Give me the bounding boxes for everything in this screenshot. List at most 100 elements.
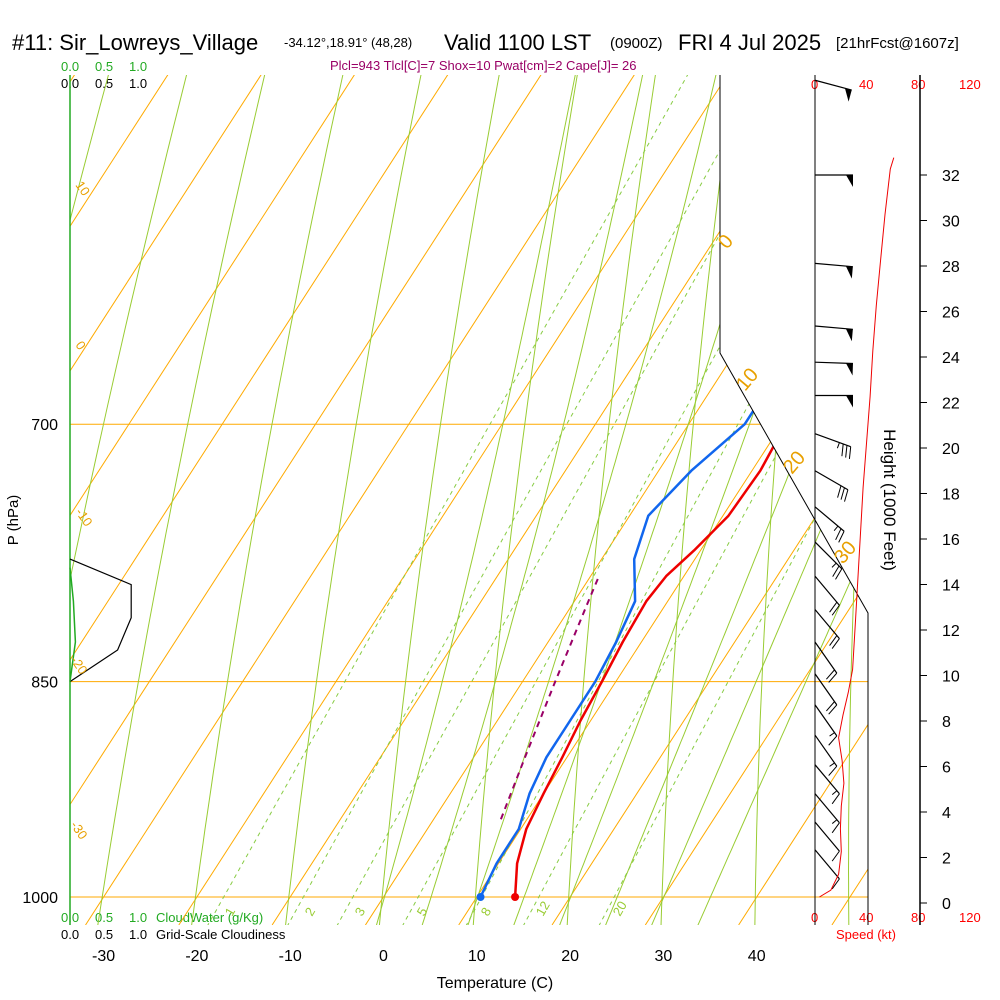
speed-scale-top-1: 40 [859, 77, 873, 92]
isotherm-line [831, 75, 868, 925]
speed-scale-bottom-3: 120 [959, 910, 981, 925]
height-tick-label: 30 [942, 214, 960, 231]
wind-barb-flag [848, 446, 852, 460]
temperature-tick-label: 30 [655, 948, 673, 965]
wind-barb-flag [828, 672, 838, 683]
dry-adiabat [70, 75, 503, 925]
dry-adiabat [186, 75, 627, 925]
wind-barb-flag [829, 601, 838, 613]
wind-barb-staff [814, 433, 851, 448]
cloudiness-scale-bottom-0: 0.0 [61, 927, 79, 942]
dry-adiabat [659, 75, 868, 925]
wind-barb-staff [814, 849, 840, 880]
plot-right-boundary [719, 75, 869, 925]
temperature-tick-label: 20 [561, 948, 579, 965]
wind-barb-staff [814, 704, 838, 737]
wind-barb [814, 575, 840, 616]
moist-adiabat-label: 0 [714, 231, 738, 254]
dry-adiabat [754, 75, 868, 925]
wind-barb-flag [840, 487, 845, 500]
cloudwater-scale-top-1: 0.5 [95, 59, 113, 74]
isotherm-line [458, 75, 868, 925]
wind-barb [814, 361, 853, 376]
height-tick-label: 8 [942, 714, 951, 731]
x-axis-label: Temperature (C) [437, 975, 553, 992]
wind-barb-flag [845, 445, 848, 458]
valid-date: FRI 4 Jul 2025 [678, 30, 821, 55]
wind-barb [814, 641, 838, 683]
wind-barb-staff [814, 673, 838, 706]
temperature-tick-label: -30 [92, 948, 115, 965]
moist-adiabat [544, 75, 868, 925]
mixing-ratio-line [446, 75, 868, 925]
wind-barb-staff [814, 541, 843, 570]
temperature-tick-label: 0 [379, 948, 388, 965]
wind-barb-half-flag [833, 525, 839, 532]
wind-barb-staff [814, 506, 845, 532]
isotherm-line [365, 75, 868, 925]
mixing-ratio-label: 2 [302, 905, 319, 919]
wind-barb-half-flag [829, 762, 835, 767]
wind-barb-staff [814, 793, 840, 824]
wind-barb [814, 433, 852, 460]
wind-barb [814, 764, 840, 805]
cloudwater-scale-top-2: 1.0 [129, 59, 147, 74]
mixing-ratio-line [316, 75, 868, 925]
height-tick-label: 4 [942, 805, 951, 822]
frame-layer [69, 75, 921, 925]
wind-barb-flag [826, 669, 835, 680]
wind-barb-flag [835, 528, 842, 541]
wind-barb-half-flag [829, 732, 835, 737]
pressure-tick-label: 1000 [22, 890, 58, 907]
wind-barb-half-flag [831, 819, 838, 824]
moist-adiabat [635, 75, 868, 925]
wind-barb-flag [832, 565, 840, 577]
adiabat-label: 10 [73, 178, 94, 198]
wind-barb-flag [831, 850, 840, 862]
height-tick-label: 18 [942, 487, 960, 504]
wind-barb-flag [828, 765, 838, 776]
wind-barb-flag [835, 568, 843, 580]
height-tick-label: 28 [942, 259, 960, 276]
wind-barb-staff [814, 641, 838, 674]
dewpoint-profile-line [479, 75, 868, 898]
wind-barb [814, 704, 838, 746]
mixing-ratio-label: 20 [610, 898, 630, 918]
wind-barb-flag [831, 793, 840, 805]
isotherm-line [70, 75, 451, 925]
background-lines-layer [70, 75, 868, 925]
cloudiness-profile-line [69, 558, 132, 683]
cloudiness-scale-bottom-1: 0.5 [95, 927, 113, 942]
wind-barb-staff [814, 734, 838, 767]
dry-adiabat [375, 75, 751, 925]
y-axis-label: P (hPa) [5, 495, 22, 546]
tick-label-layer: 2503004005007008501000-30-20-10010203040… [22, 168, 960, 965]
wind-barb [814, 673, 838, 715]
dry-adiabat [91, 75, 565, 925]
speed-scale-top-3: 120 [959, 77, 981, 92]
wind-barb [815, 394, 853, 408]
wind-barb [814, 793, 840, 834]
profiles-layer [476, 75, 868, 901]
wind-barb-pennant [844, 88, 852, 102]
height-tick-label: 16 [942, 532, 960, 549]
height-tick-label: 2 [942, 851, 951, 868]
moist-adiabat [499, 75, 868, 925]
cloudiness-scale-top-2: 1.0 [129, 76, 147, 91]
indices-line: Plcl=943 Tlcl[C]=7 Shox=10 Pwat[cm]=2 Ca… [330, 58, 637, 73]
height-axis-label: Height (1000 Feet) [880, 429, 899, 571]
mixing-ratio-line [503, 75, 868, 925]
wind-barb [814, 609, 840, 649]
wind-barb-layer [814, 79, 853, 890]
dry-adiabat [564, 75, 868, 925]
wind-barb [814, 470, 849, 502]
mixing-ratio-line [186, 75, 868, 925]
dry-adiabat [281, 75, 689, 925]
wind-speed-profile-line [819, 157, 895, 898]
pressure-tick-label: 850 [31, 675, 58, 692]
wind-barb-half-flag [836, 442, 840, 449]
cloudwater-profile-line [69, 567, 77, 682]
moist-adiabat [681, 75, 868, 925]
cloudiness-scale-bottom-2: 1.0 [129, 927, 147, 942]
